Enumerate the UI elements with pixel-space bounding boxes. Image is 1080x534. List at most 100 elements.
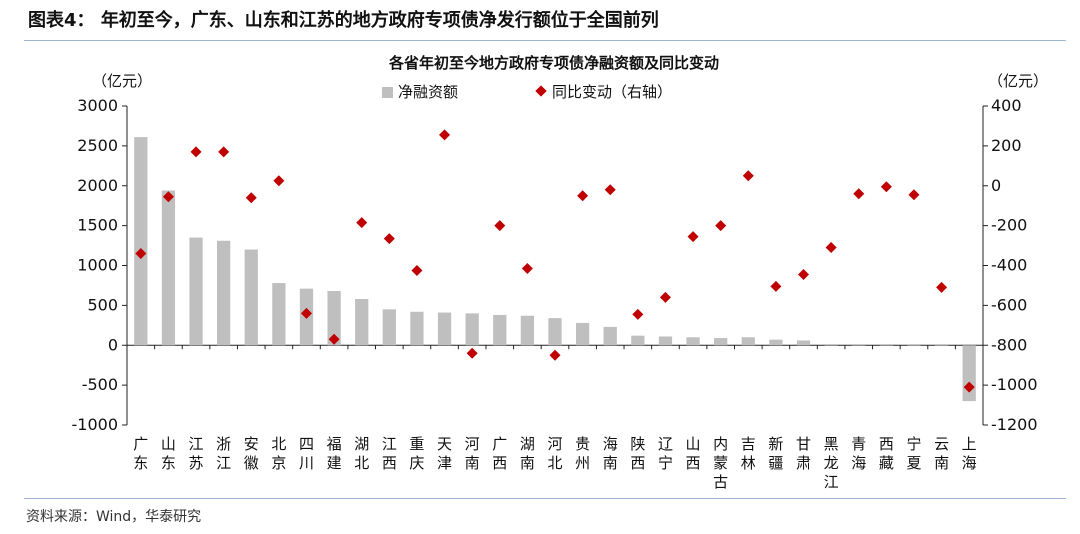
source-note: 资料来源：Wind，华泰研究 bbox=[26, 509, 202, 525]
marker-point bbox=[742, 170, 754, 182]
x-category-label: 福建 bbox=[327, 435, 342, 472]
marker-point bbox=[853, 188, 865, 200]
bar bbox=[769, 339, 783, 346]
x-category-label: 河北 bbox=[547, 435, 562, 472]
x-category-label: 海南 bbox=[603, 435, 618, 472]
bar bbox=[437, 312, 452, 346]
figure-label: 图表4： bbox=[28, 10, 95, 31]
marker-point bbox=[715, 220, 727, 232]
axes-group: 300025002000150010005000-500-10004002000… bbox=[72, 96, 1038, 434]
bar bbox=[189, 237, 203, 346]
bar bbox=[796, 340, 811, 346]
marker-point bbox=[162, 191, 174, 203]
bar bbox=[658, 336, 673, 346]
left-tick-label: 1000 bbox=[77, 256, 118, 275]
bar bbox=[852, 345, 866, 346]
x-category-label: 吉林 bbox=[741, 435, 756, 472]
x-category-label: 重庆 bbox=[409, 435, 424, 472]
x-category-label: 天津 bbox=[437, 435, 452, 472]
marker-point bbox=[273, 175, 285, 187]
x-category-label: 北京 bbox=[271, 435, 286, 472]
x-labels-group: 广东山东江苏浙江安徽北京四川福建湖北江西重庆天津河南广西湖南河北贵州海南陕西辽宁… bbox=[133, 435, 976, 491]
x-category-label: 广西 bbox=[492, 435, 507, 472]
x-category-label: 上海 bbox=[962, 435, 977, 472]
x-category-label: 山东 bbox=[161, 435, 176, 472]
x-category-label: 甘肃 bbox=[796, 435, 811, 472]
bar bbox=[272, 283, 286, 346]
marker-point bbox=[356, 217, 368, 229]
bar bbox=[465, 313, 479, 346]
left-tick-label: -1000 bbox=[72, 415, 119, 434]
bar bbox=[327, 291, 341, 346]
bar bbox=[824, 345, 838, 346]
x-category-label: 黑龙江 bbox=[824, 435, 839, 491]
bars-group bbox=[134, 137, 976, 402]
bar bbox=[244, 249, 258, 346]
right-tick-label: -1000 bbox=[991, 375, 1038, 394]
x-category-label: 湖南 bbox=[520, 435, 535, 472]
x-category-label: 贵州 bbox=[575, 435, 590, 472]
marker-point bbox=[825, 242, 837, 254]
x-category-label: 山西 bbox=[686, 435, 701, 472]
x-category-label: 西藏 bbox=[879, 435, 894, 472]
bar bbox=[161, 190, 176, 346]
bar bbox=[134, 137, 148, 346]
bar bbox=[631, 335, 645, 346]
right-axis-unit: （亿元） bbox=[988, 72, 1048, 90]
x-category-label: 云南 bbox=[934, 435, 949, 472]
x-category-label: 江西 bbox=[382, 435, 397, 472]
footer-rule bbox=[24, 498, 1066, 499]
x-category-label: 新疆 bbox=[768, 435, 783, 472]
bar bbox=[879, 345, 893, 346]
figure-header: 图表4： 年初至今，广东、山东和江苏的地方政府专项债净发行额位于全国前列 bbox=[28, 6, 659, 32]
header-rule bbox=[24, 40, 1066, 41]
legend: 净融资额 同比变动（右轴） bbox=[382, 83, 672, 101]
x-category-label: 宁夏 bbox=[906, 435, 921, 472]
marker-point bbox=[328, 333, 340, 345]
right-tick-label: -1200 bbox=[991, 415, 1038, 434]
marker-point bbox=[466, 347, 478, 359]
marker-point bbox=[245, 192, 257, 204]
x-category-label: 陕西 bbox=[630, 435, 645, 472]
right-tick-label: 400 bbox=[991, 96, 1022, 115]
x-category-label: 湖北 bbox=[354, 435, 369, 472]
marker-point bbox=[798, 268, 810, 280]
bar bbox=[382, 309, 396, 346]
figure-title: 年初至今，广东、山东和江苏的地方政府专项债净发行额位于全国前列 bbox=[100, 10, 659, 31]
right-tick-label: -600 bbox=[991, 295, 1027, 314]
legend-bar-swatch bbox=[382, 87, 393, 98]
marker-point bbox=[687, 231, 699, 243]
right-tick-label: -800 bbox=[991, 335, 1027, 354]
x-category-label: 浙江 bbox=[216, 435, 231, 472]
marker-point bbox=[659, 291, 671, 303]
x-category-label: 四川 bbox=[299, 435, 314, 472]
marker-point bbox=[963, 381, 975, 393]
left-tick-label: 500 bbox=[87, 295, 118, 314]
bar bbox=[520, 315, 535, 346]
bar bbox=[714, 338, 728, 346]
marker-point bbox=[880, 181, 892, 193]
left-tick-label: 0 bbox=[108, 335, 118, 354]
bar bbox=[575, 322, 590, 346]
bar bbox=[934, 345, 949, 347]
x-category-label: 江苏 bbox=[189, 435, 204, 472]
x-category-label: 广东 bbox=[133, 435, 148, 472]
left-tick-label: 3000 bbox=[77, 96, 118, 115]
legend-scatter-swatch bbox=[535, 85, 547, 97]
legend-bar-label: 净融资额 bbox=[398, 83, 458, 101]
right-tick-label: -400 bbox=[991, 256, 1027, 275]
bar bbox=[217, 240, 231, 346]
marker-point bbox=[577, 190, 589, 202]
right-tick-label: -200 bbox=[991, 216, 1027, 235]
right-tick-label: 0 bbox=[991, 176, 1001, 195]
marker-point bbox=[411, 264, 423, 276]
x-category-label: 辽宁 bbox=[658, 435, 673, 472]
right-tick-label: 200 bbox=[991, 136, 1022, 155]
left-tick-label: 1500 bbox=[77, 216, 118, 235]
bar bbox=[741, 337, 755, 346]
marker-point bbox=[936, 281, 948, 293]
x-category-label: 青海 bbox=[851, 435, 866, 472]
bar bbox=[962, 345, 976, 402]
x-category-label: 河南 bbox=[465, 435, 480, 472]
